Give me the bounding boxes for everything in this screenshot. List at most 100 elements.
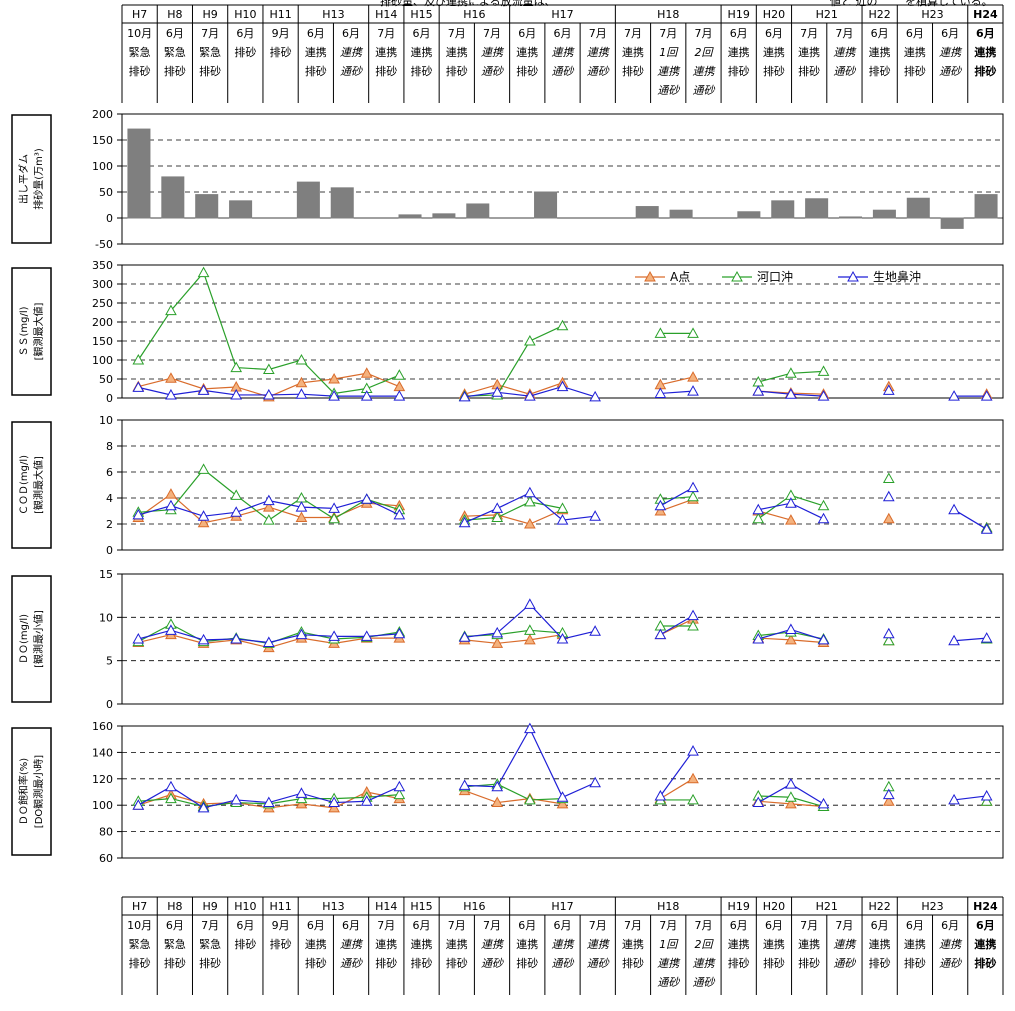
marker xyxy=(197,266,210,278)
marker xyxy=(165,624,177,635)
y-tick-label: 250 xyxy=(92,297,113,310)
series-line xyxy=(137,271,400,395)
marker xyxy=(752,796,765,808)
event-type-line: 通砂 xyxy=(833,957,856,970)
event-month: 6月 xyxy=(765,919,783,932)
marker xyxy=(980,390,993,401)
axis-y-label: [観測最大値] xyxy=(32,303,45,361)
series-line xyxy=(953,795,987,801)
bar xyxy=(466,203,490,219)
marker xyxy=(197,384,210,395)
y-tick-label: 120 xyxy=(92,773,113,786)
event-type-line: 通砂 xyxy=(481,957,504,970)
marker xyxy=(295,628,308,640)
bar xyxy=(229,200,253,219)
marker xyxy=(295,797,308,809)
event-month: 6月 xyxy=(941,919,959,932)
marker xyxy=(132,508,145,520)
event-month: 6月 xyxy=(765,27,783,40)
marker xyxy=(197,516,210,528)
event-type-line: 連携 xyxy=(552,46,576,59)
series-line xyxy=(660,778,694,800)
series-line xyxy=(659,750,694,797)
year-label: H11 xyxy=(269,8,291,21)
marker xyxy=(197,510,210,521)
year-label: H21 xyxy=(816,900,838,913)
event-month: 7月 xyxy=(659,27,677,40)
marker xyxy=(295,501,308,512)
legend-marker xyxy=(644,270,656,282)
y-tick-label: 350 xyxy=(92,259,113,272)
marker xyxy=(556,791,569,802)
plot-frame xyxy=(121,264,1004,399)
year-label: H22 xyxy=(869,8,891,21)
event-month: 10月 xyxy=(127,27,152,40)
marker xyxy=(882,634,895,646)
event-type-line: 連携 xyxy=(340,938,364,951)
event-type-line: 連携 xyxy=(622,937,644,951)
marker xyxy=(687,609,699,621)
marker xyxy=(295,353,308,365)
marker xyxy=(360,493,373,504)
bar xyxy=(872,209,896,219)
event-type-line: 排砂 xyxy=(164,956,186,970)
event-type-line: 排砂 xyxy=(728,956,750,970)
bar xyxy=(195,194,219,219)
marker xyxy=(817,633,830,645)
event-type-line: 排砂 xyxy=(728,64,750,78)
event-type-line: 通砂 xyxy=(552,957,575,970)
event-type-line: 1回 xyxy=(659,46,679,59)
marker xyxy=(980,795,993,806)
event-month: 6月 xyxy=(941,27,959,40)
marker xyxy=(491,511,504,522)
marker xyxy=(882,490,895,502)
series-line xyxy=(954,637,987,642)
marker xyxy=(556,514,569,525)
year-label: H19 xyxy=(728,900,750,913)
event-month: 7月 xyxy=(659,919,677,932)
event-month: 6月 xyxy=(730,919,748,932)
marker xyxy=(328,801,340,813)
event-type-line: 連携 xyxy=(375,937,397,951)
series-line xyxy=(660,498,694,512)
year-label: H7 xyxy=(132,8,147,21)
marker xyxy=(752,632,765,644)
marker xyxy=(165,388,177,400)
y-tick-label: 50 xyxy=(99,373,113,386)
marker xyxy=(752,512,765,524)
y-tick-label: 300 xyxy=(92,278,113,291)
event-month: 7月 xyxy=(800,919,818,932)
year-label: H13 xyxy=(322,8,344,21)
marker xyxy=(262,363,275,374)
event-month: 6月 xyxy=(518,27,536,40)
marker xyxy=(165,488,177,499)
event-type-line: 排砂 xyxy=(234,45,256,59)
panel-1: 出し平ダム 排砂量(万m³) 200 150 100 50 0 -50 xyxy=(11,108,1004,251)
marker xyxy=(295,388,308,399)
axis-y-label: ＤＯ(mg/l) xyxy=(19,614,30,664)
marker xyxy=(524,495,536,507)
series-line xyxy=(464,501,563,521)
marker xyxy=(589,776,601,788)
event-type-line: 排砂 xyxy=(446,64,468,78)
legend-label: 河口沖 xyxy=(757,270,793,284)
marker xyxy=(393,380,406,392)
event-table-top: H7 H8 H9 H10 H11 H13 H14 H15 H16 H17 H18 H19 H20 H21 H… xyxy=(121,4,1004,103)
marker xyxy=(165,304,177,316)
year-label: H15 xyxy=(410,8,432,21)
year-label: H22 xyxy=(869,900,891,913)
event-type-line: 連携 xyxy=(516,45,538,59)
marker xyxy=(230,361,243,373)
event-month: 6月 xyxy=(976,919,995,932)
axis-y-label: 排砂量(万m³) xyxy=(32,148,45,210)
event-type-line: 通砂 xyxy=(939,957,962,970)
series-line xyxy=(464,727,596,799)
event-month: 6月 xyxy=(166,27,184,40)
y-tick-label: 160 xyxy=(92,720,113,733)
event-month: 7月 xyxy=(624,27,642,40)
marker xyxy=(817,390,830,401)
event-type-line: 連携 xyxy=(763,937,785,951)
header-note: を積算している。 xyxy=(905,0,993,8)
marker xyxy=(687,772,699,784)
marker xyxy=(654,327,667,338)
